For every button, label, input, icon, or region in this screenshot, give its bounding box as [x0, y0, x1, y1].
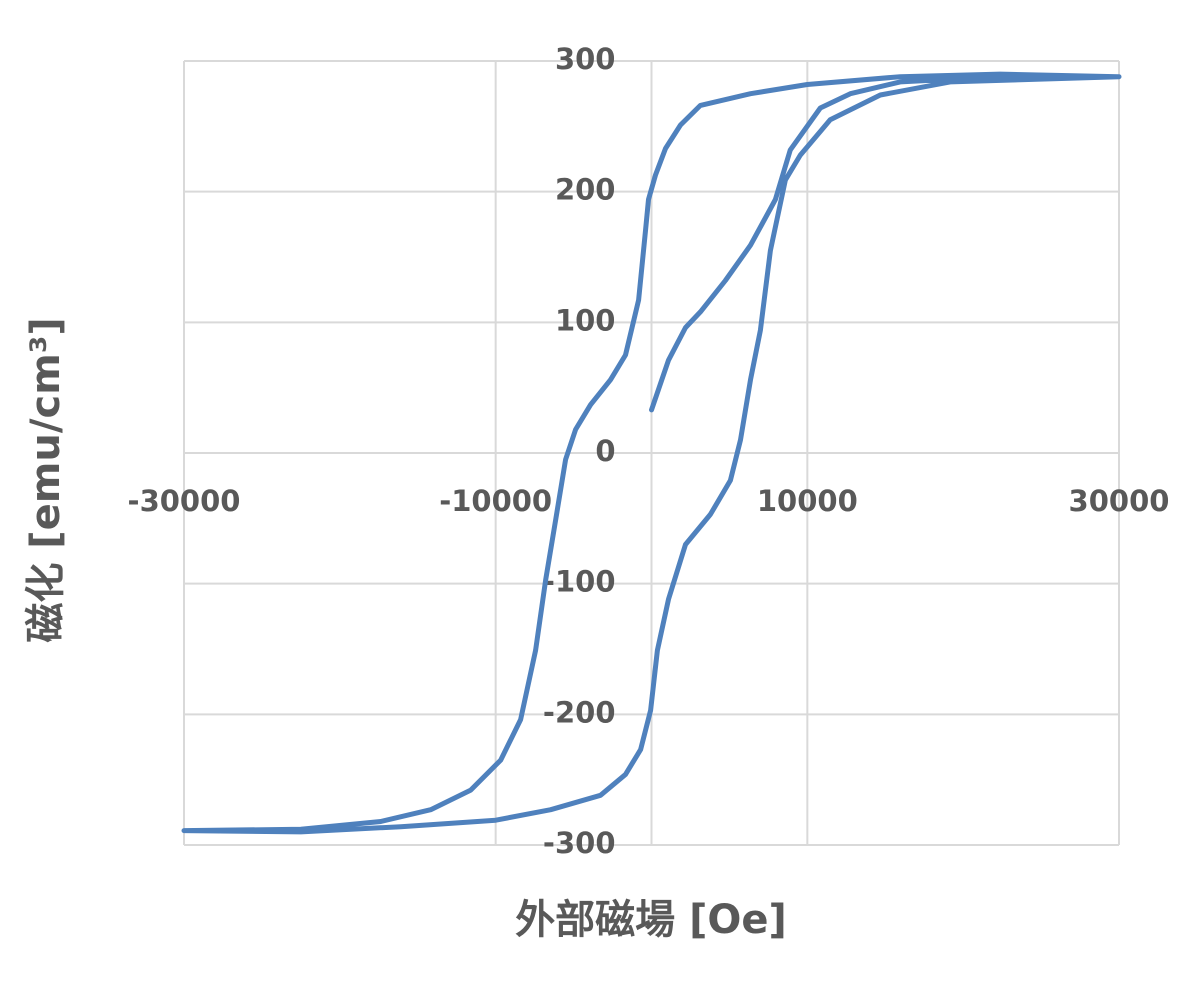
- y-tick-label: 300: [555, 42, 616, 76]
- y-axis-title: 磁化 [emu/cm³]: [23, 317, 69, 642]
- x-tick-label: -10000: [439, 484, 552, 518]
- data-line: [181, 71, 1122, 835]
- x-tick-label: 10000: [757, 484, 858, 518]
- y-tick-label: -100: [543, 565, 616, 599]
- y-tick-label: 100: [555, 303, 616, 337]
- y-tick-label: 200: [555, 173, 616, 207]
- y-tick-label: -200: [543, 695, 616, 729]
- y-tick-label: -300: [543, 826, 616, 860]
- y-tick-label: 0: [595, 434, 615, 468]
- x-tick-label: 30000: [1069, 484, 1170, 518]
- x-tick-label: -30000: [128, 484, 241, 518]
- x-axis-title: 外部磁場 [Oe]: [515, 897, 787, 943]
